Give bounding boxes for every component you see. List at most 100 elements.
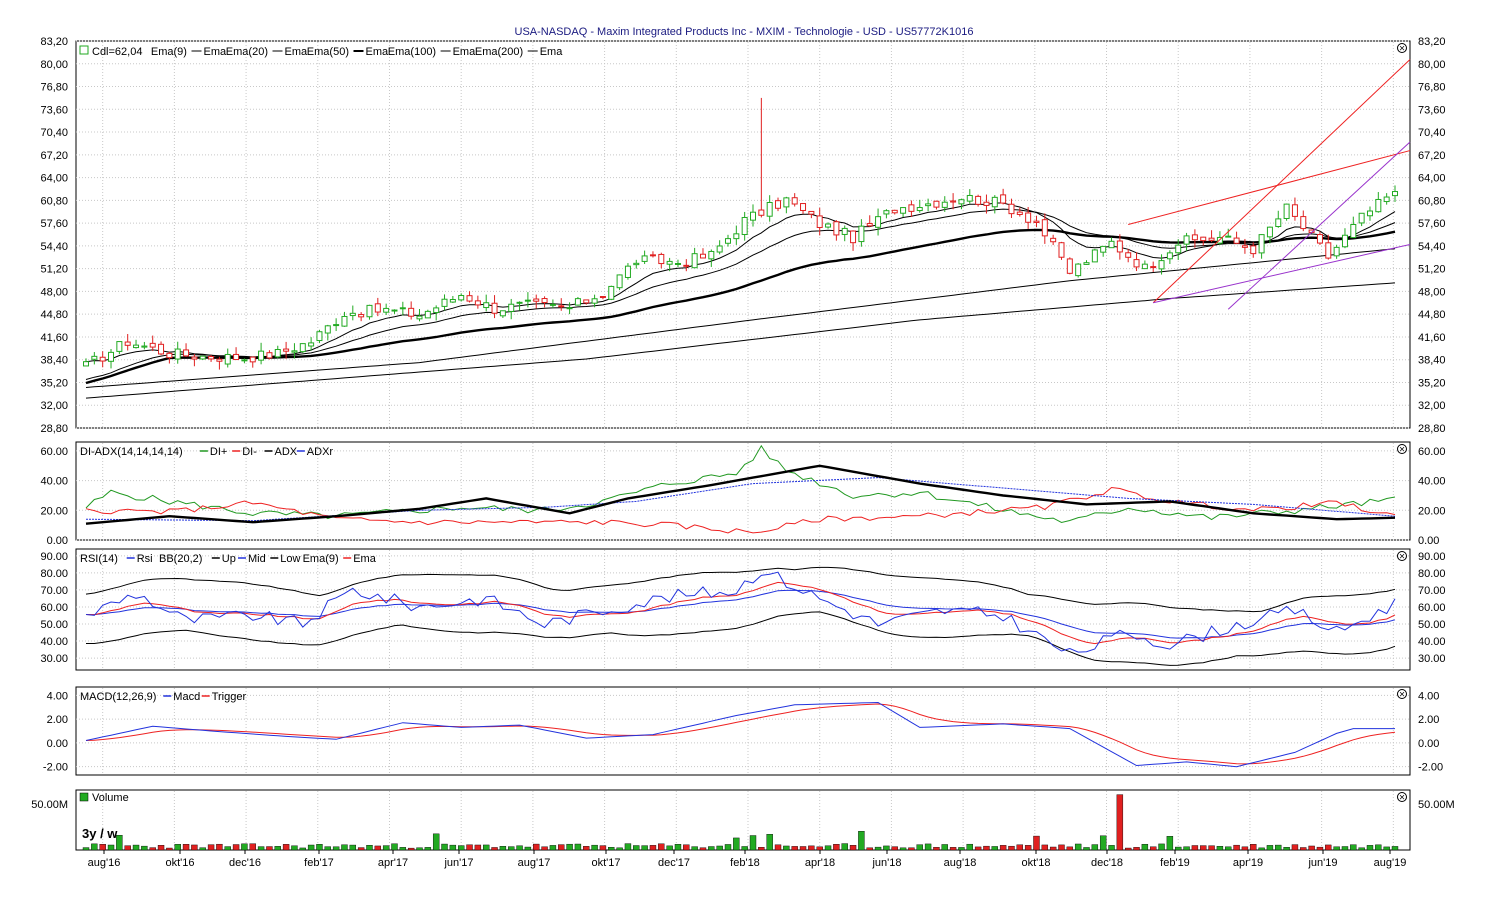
volume-bar [457, 845, 465, 851]
candle-body [191, 356, 198, 360]
rsi-legend-item: Mid [248, 553, 266, 565]
trendline-purple-steep [1227, 141, 1411, 310]
volume-bar [641, 845, 648, 851]
volume-bar [1150, 846, 1157, 851]
candle-body [1200, 236, 1207, 242]
candle-body [558, 305, 565, 308]
volume-bar [1275, 844, 1282, 851]
volume-frame [75, 789, 1411, 851]
price-ytick-left: 73,60 [40, 104, 68, 116]
candle-body [958, 199, 965, 205]
volume-bar [524, 846, 532, 851]
volume-bar [349, 844, 357, 851]
volume-bar [616, 847, 623, 851]
candle-body [199, 355, 206, 360]
volume-bar [207, 844, 215, 851]
rsi-line [85, 571, 1396, 653]
candle-body [549, 303, 556, 306]
volume-bar [683, 844, 690, 851]
candle-body [499, 310, 506, 317]
price-ytick-left: 35,20 [40, 377, 68, 389]
candle-body [216, 358, 223, 362]
adx-line [85, 464, 1396, 525]
candle-body [1091, 249, 1098, 263]
volume-bar [241, 843, 248, 851]
adx-legend-item: DI-ADX(14,14,14,14) [80, 446, 183, 458]
price-ytick-right: 51,20 [1418, 264, 1446, 276]
volume-bar [824, 845, 832, 851]
volume-bar [1158, 843, 1165, 851]
x-tick-label: dec'16 [229, 857, 261, 869]
x-axis: aug'16 okt'16 dec'16 feb'17 apr'17 jun'17 aug'… [88, 850, 1406, 869]
price-ytick-right: 76,80 [1418, 82, 1446, 94]
candle-body [1375, 198, 1382, 213]
x-tick-label: feb'19 [1160, 857, 1190, 869]
volume-bar [1258, 847, 1265, 851]
candle-body [174, 348, 181, 360]
price-legend-item: Ema [285, 46, 309, 58]
candle-body [1158, 260, 1165, 270]
price-ytick-left: 64,00 [40, 173, 68, 185]
candle-body [524, 299, 531, 302]
price-legend-item: Ema [540, 46, 564, 58]
close-icon [1397, 551, 1407, 561]
x-tick-label: jun'18 [871, 857, 901, 869]
volume-bar [1033, 835, 1040, 851]
volume-bar [1108, 845, 1115, 851]
volume-bar [1316, 846, 1324, 851]
candle-body [483, 302, 490, 309]
volume-ytick-left: 50.00M [31, 799, 68, 811]
candle-body [416, 315, 423, 320]
candle-body [474, 300, 481, 306]
candle-body [783, 197, 790, 208]
candle-body [1333, 246, 1340, 257]
price-ytick-left: 54,40 [40, 241, 68, 253]
volume-bar [891, 846, 898, 851]
candle-body [1108, 240, 1115, 249]
price-ytick-right: 44,80 [1418, 309, 1446, 321]
volume-bar [466, 844, 473, 851]
candle-body [599, 296, 606, 299]
volume-bar [149, 847, 156, 851]
volume-bar [1250, 844, 1257, 851]
macd-ytick-right: 2.00 [1418, 714, 1439, 726]
volume-bar [749, 835, 757, 851]
candle-body [341, 315, 348, 327]
adx-ytick-right: 60.00 [1418, 446, 1446, 458]
candle-body [1033, 220, 1040, 224]
rsi-ytick-left: 40.00 [40, 636, 68, 648]
candle-body [141, 345, 148, 348]
candle-body [808, 210, 815, 215]
volume-bar [1183, 846, 1190, 851]
price-legend-item: Ema(100) [388, 46, 436, 58]
volume-bar [474, 844, 482, 851]
candle-body [333, 324, 340, 327]
price-ytick-left: 48,00 [40, 286, 68, 298]
volume-bar [1225, 846, 1232, 851]
candle-body [758, 209, 765, 216]
candle-body [158, 343, 165, 355]
macd-legend-item: Trigger [212, 691, 247, 703]
rsi-legend-item: Ema [353, 553, 377, 565]
candle-body [183, 349, 190, 357]
volume-bar [933, 847, 940, 851]
volume-bar [249, 843, 256, 851]
rsi-ytick-right: 70.00 [1418, 585, 1446, 597]
volume-bar [724, 844, 732, 851]
x-tick-label: jun'19 [1307, 857, 1337, 869]
price-ytick-left: 70,40 [40, 127, 68, 139]
volume-bar [791, 846, 798, 851]
candle-body [349, 312, 356, 317]
candle-body [83, 361, 90, 367]
volume-bar [166, 847, 173, 851]
rsi-ytick-right: 40.00 [1418, 636, 1446, 648]
candle-body [724, 238, 731, 244]
volume-bar [708, 846, 715, 851]
volume-bar [766, 834, 773, 851]
volume-bar [199, 847, 206, 851]
close-icon [1397, 792, 1407, 802]
candle-body [716, 245, 723, 253]
candle-body [383, 307, 390, 313]
price-legend-item: Cdl=62,04 [92, 46, 142, 58]
price-ytick-right: 83,20 [1418, 36, 1446, 48]
